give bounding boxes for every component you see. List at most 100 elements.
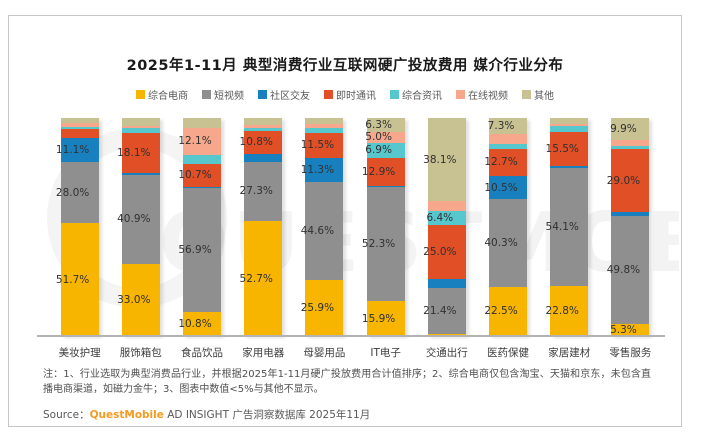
legend-label: 综合资讯 — [402, 91, 442, 102]
segment-value-label: 12.1% — [178, 135, 212, 148]
segment-value-label: 22.5% — [484, 305, 518, 318]
legend-item: 在线视频 — [456, 87, 508, 102]
bar-column: 10.8% 56.9% 10.7% 12.1% — [171, 118, 232, 336]
bar-segment — [183, 118, 221, 129]
plot-area: 51.7% 28.0% 11.1% 33.0% 40.9% 18.1% 10.8% 56.9%… — [49, 118, 661, 336]
stacked-bar — [60, 118, 99, 336]
bar-segment — [611, 146, 650, 149]
bar-segment — [366, 185, 405, 188]
bar-segment — [489, 118, 528, 134]
bar-segment — [305, 279, 344, 336]
segment-value-label: 54.1% — [545, 221, 579, 234]
legend-label: 其他 — [534, 91, 554, 102]
bar-segment — [489, 286, 528, 336]
segment-value-label: 11.1% — [55, 144, 90, 157]
category-label: 交通出行 — [425, 347, 468, 359]
segment-value-label: 5.3% — [610, 324, 637, 337]
source-prefix: Source： — [43, 409, 90, 421]
bar-segment — [427, 224, 466, 280]
bar-column: 21.4% 25.0% 6.4% 38.1% — [416, 118, 477, 336]
segment-value-label: 10.7% — [178, 169, 212, 182]
segment-value-label: 21.4% — [423, 305, 457, 318]
bar-segment — [550, 286, 589, 336]
bar-segment — [489, 148, 528, 177]
bar-segment — [611, 212, 650, 216]
bar-segment — [121, 172, 160, 175]
bar-segment — [427, 210, 466, 225]
bar-segment — [60, 118, 99, 124]
chart-card: QUESTMOBILE 2025年1-11月 典型消费行业互联网硬广投放费用 媒… — [8, 15, 682, 427]
bar-segment — [489, 199, 528, 287]
segment-value-label: 33.0% — [117, 294, 151, 307]
legend-item: 综合电商 — [136, 87, 188, 102]
legend-label: 即时通讯 — [336, 91, 376, 102]
bar-segment — [550, 125, 589, 133]
bar-segment — [60, 128, 99, 139]
bar-segment — [489, 133, 528, 144]
bar-segment — [244, 118, 283, 126]
legend-item: 其他 — [522, 87, 554, 102]
category-label: 食品饮品 — [181, 347, 223, 359]
legend-swatch-icon — [324, 90, 333, 99]
legend-swatch-icon — [136, 90, 145, 99]
category-label: 家用电器 — [242, 347, 285, 359]
segment-value-label: 12.9% — [361, 165, 396, 178]
bar-segment — [244, 127, 283, 131]
bar-segment — [244, 154, 283, 162]
stacked-bar — [366, 118, 405, 336]
segment-value-label: 7.3% — [487, 119, 515, 132]
bar-column: 51.7% 28.0% 11.1% — [49, 118, 110, 336]
stacked-bar — [611, 118, 650, 336]
bar-segment — [427, 287, 466, 335]
stacked-bar — [427, 118, 466, 336]
bar-segment — [183, 128, 221, 155]
source-line: Source：QuestMobile AD INSIGHT 广告洞察数据库 20… — [43, 407, 370, 422]
bar-segment — [121, 133, 160, 173]
bar-segment — [611, 118, 650, 140]
bar-segment — [550, 132, 589, 167]
segment-value-label: 15.9% — [361, 312, 396, 325]
bar-segment — [60, 162, 99, 224]
stacked-bar — [244, 118, 283, 336]
category-label: 零售服务 — [609, 347, 652, 359]
bar-segment — [183, 312, 221, 336]
bar-segment — [305, 128, 344, 133]
bar-column: 25.9% 44.6% 11.3% 11.5% — [294, 118, 355, 336]
bar-segment — [366, 301, 405, 336]
bar-segment — [366, 118, 405, 132]
bar-segment — [305, 118, 344, 124]
legend: 综合电商 短视频 社区交友 即时通讯 综合资讯 在线视频 其他 — [9, 87, 681, 102]
segment-value-label: 11.5% — [300, 139, 335, 152]
bar-segment — [611, 324, 650, 336]
bar-segment — [244, 125, 283, 128]
stacked-bar — [489, 118, 528, 336]
category-label: 服饰箱包 — [119, 347, 162, 359]
bar-segment — [366, 142, 405, 158]
segment-value-label: 52.7% — [239, 272, 273, 285]
segment-value-label: 22.8% — [545, 305, 579, 318]
x-axis-line — [37, 335, 665, 337]
bar-segment — [305, 157, 344, 183]
segment-value-label: 11.3% — [300, 164, 335, 176]
stacked-bar — [305, 118, 344, 336]
bar-column: 15.9% 52.3% 12.9% 6.9% 5.0% 6.3% — [355, 118, 416, 336]
bar-column: 22.5% 40.3% 10.5% 12.7% 7.3% — [477, 118, 538, 336]
bar-segment — [611, 139, 650, 147]
bar-segment — [183, 154, 221, 164]
legend-swatch-icon — [522, 90, 531, 99]
segment-value-label: 10.8% — [239, 136, 273, 149]
segment-value-label: 49.8% — [606, 264, 641, 277]
segment-value-label: 15.5% — [545, 143, 579, 156]
bar-segment — [489, 143, 528, 149]
bar-segment — [366, 187, 405, 302]
segment-value-label: 40.9% — [117, 213, 151, 226]
bar-segment — [60, 126, 99, 129]
bar-column: 5.3% 49.8% 29.0% 9.9% — [600, 118, 661, 336]
segment-value-label: 44.6% — [300, 224, 335, 237]
bar-segment — [121, 264, 160, 336]
bar-segment — [183, 188, 221, 313]
bar-segment — [183, 187, 221, 189]
footnote: 注：1、行业选取为典型消费品行业，并根据2025年1-11月硬广投放费用合计值排… — [43, 369, 651, 395]
bar-segment — [183, 163, 221, 188]
legend-label: 在线视频 — [468, 91, 508, 102]
